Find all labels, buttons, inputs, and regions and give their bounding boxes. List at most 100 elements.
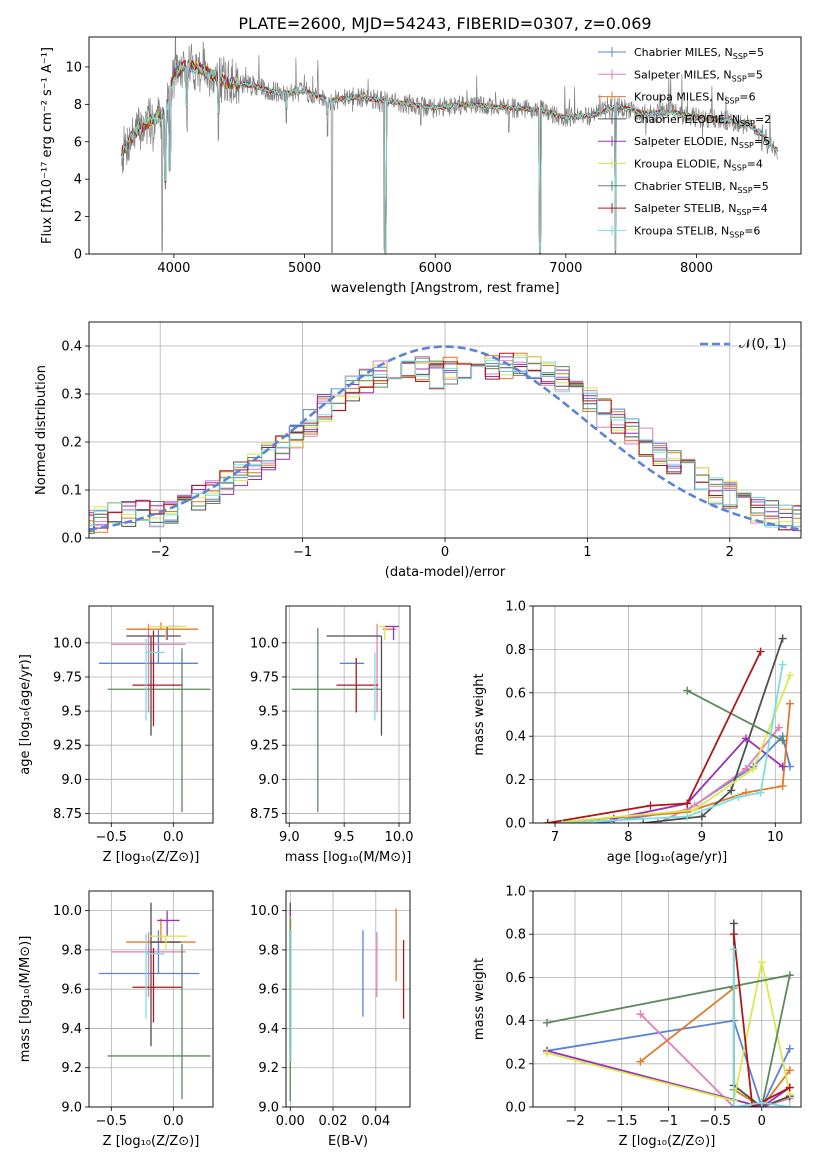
chart-weight-vs-Z: −2 −1.5 −1 −0.5 0 0.0 0.2 0.4 0.6 0.8 1.0 Z [log₁₀(… [472,885,802,1149]
plot-area-age-vs-mass [286,606,410,823]
weight-marker [543,1049,552,1057]
x-tick-label: 9 [698,830,706,845]
x-axis-label: wavelength [Angstrom, rest frame] [331,281,560,296]
weight-marker [543,819,552,823]
weight-series [639,634,787,823]
weight-line [643,638,784,823]
weight-line [732,934,791,1107]
x-axis-label: Z [log₁₀(Z/Z⊙)] [103,1134,200,1149]
legend-entry: 𝒩(0, 1) [739,337,786,352]
plot-area-weight-vs-Z [533,891,801,1107]
y-tick-label: 0 [74,248,82,263]
legend-entry-label: Salpeter MILES, N [634,68,732,81]
weight-marker [741,764,750,773]
weight-marker [785,1103,794,1107]
y-axis-label: mass [log₁₀(M/M⊙)] [18,936,33,1063]
y-tick-label: 0.8 [505,928,526,943]
legend-entry-sub: SSP [738,186,753,195]
weight-marker [757,1098,766,1107]
y-tick-label: 9.25 [250,739,279,754]
y-tick-label: 0.4 [505,1014,526,1029]
chart-residuals: −2 −1 0 1 2 0.0 0.1 0.2 0.3 0.4 (data-model)/error… [34,321,802,580]
y-axis-label: mass weight [472,958,487,1040]
weight-marker [757,958,766,967]
legend-entry-value: =4 [747,158,763,171]
y-tick-label: 0.4 [505,730,526,745]
y-axis-label: mass weight [472,673,487,755]
legend-entry: Kroupa ELODIE, NSSP=4 [634,158,763,173]
legend-entry: Salpeter STELIB, NSSP=4 [634,202,768,217]
x-tick-label: 0.0 [163,830,184,845]
weight-series [653,723,783,823]
y-tick-label: 0.0 [61,532,82,547]
legend-entry-value: =5 [748,46,764,59]
y-axis-label: Flux [fλ10⁻¹⁷ erg cm⁻² s⁻¹ A⁻¹] [40,47,55,244]
axes-frame [532,890,802,1108]
chart-mass-vs-EBV: 0.00 0.02 0.04 9.0 9.2 9.4 9.6 9.8 10.0 E(B-V) [250,890,411,1149]
y-tick-label: 9.0 [258,1101,279,1116]
legend-entry-value: =4 [751,202,767,215]
x-tick-label: −1.5 [606,1114,638,1129]
axes-frame [88,36,802,255]
plot-area-spectrum [121,37,778,254]
errorbar-point [157,910,180,937]
weight-line [547,651,762,823]
legend-entry-value: =5 [747,68,763,81]
y-tick-label: 0.0 [505,1101,526,1116]
errorbar-point [148,935,187,950]
errorbar-point [148,625,187,641]
weight-marker [785,671,794,680]
weight-marker [741,734,750,743]
legend-entry-sub: SSP [732,164,747,173]
x-tick-label: −2 [151,545,170,560]
axes-frame [88,605,214,824]
x-tick-label: 4000 [157,261,190,276]
y-axis-label: age [log₁₀(age/yr)] [18,654,33,775]
weight-series [543,671,794,823]
weight-marker [785,762,794,771]
grid-residuals [89,322,801,538]
legend-entry-sub: SSP [736,208,751,217]
x-tick-label: 10.0 [385,830,414,845]
plot-area-mass-vs-EBV [286,891,410,1107]
axes-frame [285,605,411,824]
grid-mass-vs-EBV [286,891,410,1107]
weight-marker [653,819,662,823]
weight-marker [729,1103,738,1107]
x-tick-label: −0.5 [96,830,128,845]
legend-entry: Chabrier ELODIE, NSSP=2 [634,113,771,128]
legend-entry-label: Kroupa STELIB, N [634,224,729,237]
errorbar-point [111,623,186,713]
x-axis-label: mass [log₁₀(M/M⊙)] [285,850,412,865]
legend-entry: Salpeter ELODIE, NSSP=5 [634,135,770,150]
legend-entry-value: =6 [739,91,755,104]
histogram-step-line [89,356,801,532]
weight-marker [774,723,783,732]
legend-entry-label: Chabrier MILES, N [634,46,733,59]
y-tick-label: 9.6 [258,983,279,998]
y-tick-label: 0.2 [505,1057,526,1072]
weight-marker [785,1066,794,1075]
x-tick-label: 10 [767,830,784,845]
weight-line [732,949,790,1107]
errorbar-point [336,657,379,713]
weight-marker [729,930,738,939]
legend-entry-label: Chabrier STELIB, N [634,180,738,193]
y-axis-label: Normed distribution [34,365,49,495]
y-tick-label: 8.75 [53,807,82,822]
weight-marker [639,819,648,823]
y-tick-label: 10.0 [53,904,82,919]
errorbar-point [111,932,186,998]
errorbar-point [377,625,386,641]
axes-frame [88,321,802,539]
y-tick-label: 0.8 [505,643,526,658]
weight-marker [734,792,743,801]
legend-entry: Chabrier STELIB, NSSP=5 [634,180,769,195]
legend-entry: Chabrier MILES, NSSP=5 [634,46,764,61]
plot-area-weight-vs-age [533,606,801,823]
weight-marker [778,634,787,643]
axes-frame [88,890,214,1108]
